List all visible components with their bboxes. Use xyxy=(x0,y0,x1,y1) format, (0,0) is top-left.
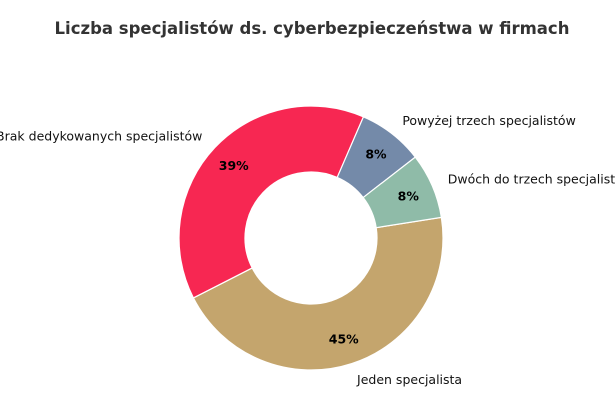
category-label-jeden-specjalista: Jeden specjalista xyxy=(356,372,462,387)
percent-label-powyzej-trzech-specjalistow: 8% xyxy=(365,147,387,162)
category-label-dwoch-do-trzech-specjalistow: Dwóch do trzech specjalistów xyxy=(448,171,615,186)
percent-label-jeden-specjalista: 45% xyxy=(329,331,359,346)
chart-title: Liczba specjalistów ds. cyberbezpieczeńs… xyxy=(55,19,570,38)
percent-label-dwoch-do-trzech-specjalistow: 8% xyxy=(398,188,420,203)
slices-group xyxy=(178,105,444,371)
category-label-brak-dedykowanych-specjalistow: Brak dedykowanych specjalistów xyxy=(0,129,202,144)
percent-label-brak-dedykowanych-specjalistow: 39% xyxy=(219,158,249,173)
category-labels-group: Jeden specjalista Brak dedykowanych specj… xyxy=(0,113,615,387)
percent-labels-group: 45% 39% 8% 8% xyxy=(219,147,420,347)
category-label-powyzej-trzech-specjalistow: Powyżej trzech specjalistów xyxy=(402,113,575,128)
slice-brak-dedykowanych-specjalistow xyxy=(178,105,365,299)
slice-dwoch-do-trzech-specjalistow xyxy=(362,156,443,229)
slice-jeden-specjalista xyxy=(192,216,444,371)
